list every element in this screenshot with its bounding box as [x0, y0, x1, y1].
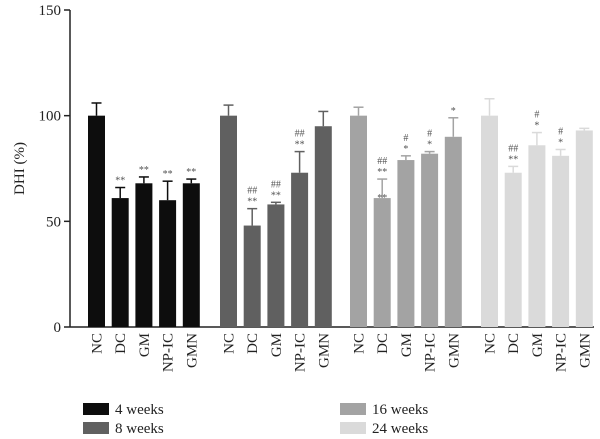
y-tick-label: 50 [46, 214, 61, 230]
x-tick-label: NP-IC [161, 333, 177, 372]
bar [159, 200, 177, 327]
x-tick-label: NC [90, 333, 106, 354]
bar [421, 153, 439, 327]
bar [575, 130, 593, 327]
bar [111, 198, 129, 327]
significance-marker: * [451, 106, 456, 117]
x-tick-label: NP-IC [293, 333, 309, 372]
x-tick-label: GMN [446, 333, 462, 368]
legend: 4 weeks 8 weeks 16 weeks 24 weeks [83, 402, 428, 437]
legend-label: 4 weeks [115, 402, 164, 418]
y-axis-label: DHI (%) [12, 142, 28, 195]
x-tick-labels: NC DC GM NP-IC GMN NC DC GM NP-IC GMN NC DC GM NP-IC G… [90, 333, 594, 372]
significance-marker: ## ** [508, 143, 518, 165]
significance-marker: # * [403, 133, 408, 155]
bar [552, 155, 570, 327]
legend-label: 8 weeks [115, 421, 164, 437]
legend-swatch [83, 422, 109, 434]
bar [444, 136, 462, 327]
x-tick-label: GMN [316, 333, 332, 368]
significance-marker: ## ** [295, 129, 305, 151]
significance-marker: ## ** ** [377, 156, 387, 204]
x-tick-label: GM [137, 333, 153, 357]
bar [504, 172, 522, 327]
bar [528, 145, 546, 327]
x-tick-label: DC [506, 333, 522, 354]
x-tick-label: GMN [184, 333, 200, 368]
x-tick-label: DC [113, 333, 129, 354]
significance-marker: # * [427, 129, 432, 151]
x-tick-label: GM [530, 333, 546, 357]
bar [135, 183, 153, 327]
legend-label: 24 weeks [372, 421, 428, 437]
significance-marker: ## ** [247, 186, 257, 208]
x-tick-label: NC [222, 333, 238, 354]
significance-marker: ** [186, 167, 196, 178]
x-tick-label: GM [399, 333, 415, 357]
legend-swatch [340, 403, 366, 415]
bar [373, 198, 391, 327]
x-tick-label: GM [269, 333, 285, 357]
significance-marker: ** [163, 169, 173, 180]
significance-marker: ** [115, 176, 125, 187]
x-tick-label: NP-IC [423, 333, 439, 372]
bar [314, 126, 332, 327]
x-tick-label: GMN [577, 333, 593, 368]
bar [481, 115, 498, 328]
y-tick-label: 100 [39, 109, 62, 125]
legend-label: 16 weeks [372, 402, 428, 418]
significance-marker: # * [558, 126, 563, 148]
bar [243, 225, 261, 327]
legend-swatch [83, 403, 109, 415]
bar [267, 204, 285, 327]
bar [350, 115, 367, 328]
bar [397, 160, 415, 327]
significance-marker: ## ** [271, 179, 281, 201]
x-tick-label: NC [352, 333, 368, 354]
x-tick-label: NC [483, 333, 499, 354]
significance-marker: # * [534, 110, 539, 132]
bar [182, 183, 200, 327]
bar [220, 115, 237, 328]
bar [88, 115, 105, 328]
x-tick-label: NP-IC [554, 333, 570, 372]
x-tick-label: DC [245, 333, 261, 354]
legend-swatch [340, 422, 366, 434]
x-tick-label: DC [375, 333, 391, 354]
bars: ** ** ** ** ## ** ## ** ## ** ## ** ** # * # * * ## ** # * # * [88, 98, 593, 328]
bar [291, 172, 309, 327]
y-tick-label: 150 [39, 3, 62, 19]
y-tick-label: 0 [54, 320, 62, 336]
significance-marker: ** [139, 165, 149, 176]
